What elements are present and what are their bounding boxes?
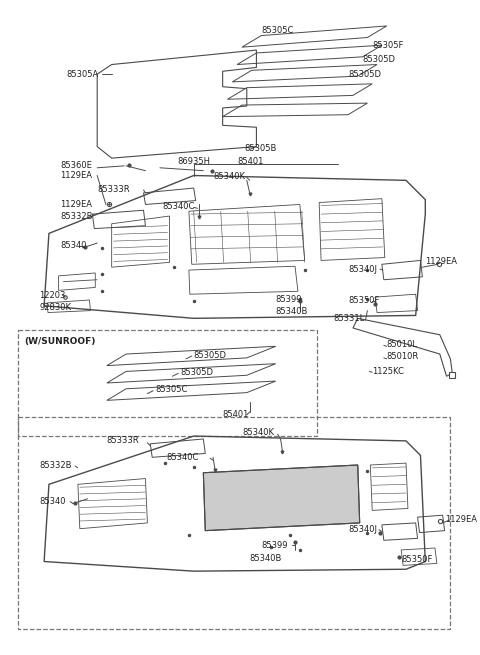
Text: 85010L: 85010L (387, 340, 418, 349)
Text: 85333R: 85333R (97, 185, 130, 193)
Text: 85340K: 85340K (242, 428, 274, 437)
Polygon shape (204, 465, 360, 531)
Text: 85340C: 85340C (163, 202, 195, 211)
Text: 85360E: 85360E (60, 161, 93, 170)
Text: 85401: 85401 (223, 410, 249, 419)
Text: 85305D: 85305D (348, 69, 381, 79)
Text: 85401: 85401 (237, 157, 264, 166)
Text: 85350F: 85350F (401, 555, 432, 564)
Text: 92830K: 92830K (39, 303, 72, 312)
Text: 1125KC: 1125KC (372, 367, 404, 376)
Text: 85340B: 85340B (250, 554, 282, 563)
Text: 1129EA: 1129EA (60, 171, 93, 180)
Text: 85340C: 85340C (167, 453, 199, 462)
Text: 85340: 85340 (60, 242, 87, 250)
Text: 86935H: 86935H (177, 157, 210, 166)
Text: 85332B: 85332B (60, 212, 93, 221)
Text: 85340J: 85340J (348, 525, 377, 534)
Text: 1129EA: 1129EA (60, 200, 93, 209)
Text: (W/SUNROOF): (W/SUNROOF) (24, 337, 95, 346)
Text: 85399: 85399 (276, 295, 302, 303)
Text: 85305F: 85305F (372, 41, 404, 50)
Text: 85010R: 85010R (387, 352, 419, 362)
Text: 1129EA: 1129EA (444, 515, 477, 523)
Text: 85305A: 85305A (66, 69, 98, 79)
Text: 85305B: 85305B (244, 144, 276, 153)
Text: 85305C: 85305C (155, 385, 188, 394)
Text: 85333R: 85333R (107, 436, 140, 445)
Text: 85332B: 85332B (39, 460, 72, 470)
Text: 85340K: 85340K (213, 172, 245, 181)
Text: 85305D: 85305D (362, 55, 396, 64)
Text: 85340: 85340 (39, 497, 66, 506)
Text: 85305D: 85305D (194, 350, 227, 360)
Text: 1129EA: 1129EA (425, 257, 457, 266)
Text: 85340B: 85340B (276, 307, 308, 316)
Text: 85340J: 85340J (348, 265, 377, 274)
Text: 85305C: 85305C (261, 26, 294, 35)
Text: 85350F: 85350F (348, 297, 380, 305)
Text: 85305D: 85305D (180, 368, 213, 377)
Text: 85399: 85399 (261, 540, 288, 550)
Text: 12203: 12203 (39, 291, 66, 300)
Text: 85331L: 85331L (334, 314, 365, 323)
